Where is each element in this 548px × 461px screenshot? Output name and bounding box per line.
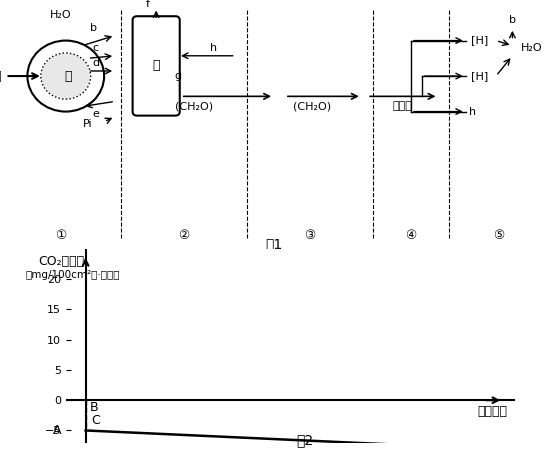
Text: A: A xyxy=(53,424,62,437)
Text: H₂O: H₂O xyxy=(49,10,71,20)
Text: 光照强度: 光照强度 xyxy=(477,405,507,418)
Text: B: B xyxy=(90,401,98,414)
Text: 光: 光 xyxy=(0,70,1,83)
Text: e: e xyxy=(93,109,99,119)
Text: b: b xyxy=(509,15,516,25)
Text: 酶: 酶 xyxy=(152,59,160,72)
Text: [H]: [H] xyxy=(471,35,488,46)
Text: ①: ① xyxy=(55,229,66,242)
Circle shape xyxy=(41,53,91,99)
Text: g: g xyxy=(174,71,182,81)
Text: CO₂吸收量: CO₂吸收量 xyxy=(38,255,84,268)
Text: (CH₂O): (CH₂O) xyxy=(293,101,332,112)
Text: Pi: Pi xyxy=(83,119,93,129)
Text: h: h xyxy=(469,106,476,117)
Text: d: d xyxy=(92,59,100,68)
Text: C: C xyxy=(92,414,100,427)
Text: 图2: 图2 xyxy=(296,433,313,448)
Text: 酶: 酶 xyxy=(65,70,72,83)
Text: c: c xyxy=(93,43,99,53)
Text: f: f xyxy=(146,0,150,9)
Text: ④: ④ xyxy=(406,229,416,242)
Text: ②: ② xyxy=(178,229,189,242)
Text: ⑤: ⑤ xyxy=(493,229,504,242)
Circle shape xyxy=(27,41,104,112)
Text: h: h xyxy=(210,43,218,53)
Text: (CH₂O): (CH₂O) xyxy=(175,101,214,112)
Text: 丙酩酸: 丙酩酸 xyxy=(393,101,413,112)
Text: H₂O: H₂O xyxy=(521,43,542,53)
Text: [H]: [H] xyxy=(471,71,488,81)
Text: b: b xyxy=(90,23,96,33)
FancyBboxPatch shape xyxy=(133,16,180,116)
Text: （mg/100cm²叶·小时）: （mg/100cm²叶·小时） xyxy=(26,270,121,280)
Text: ③: ③ xyxy=(304,229,315,242)
Text: 图1: 图1 xyxy=(265,237,283,251)
